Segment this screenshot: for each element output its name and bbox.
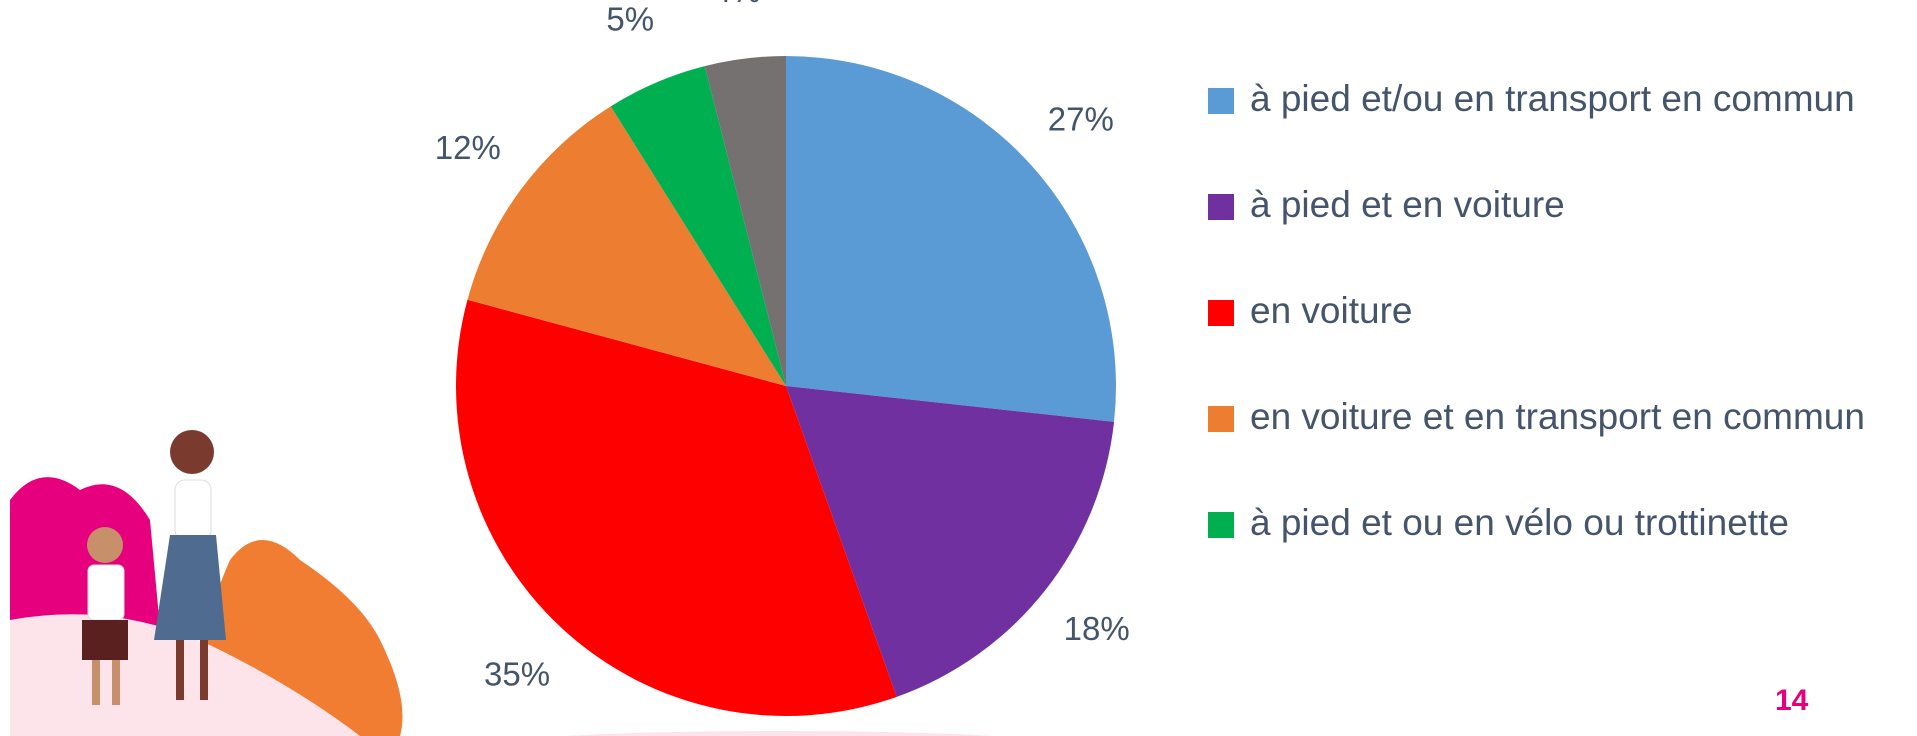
legend-label: en voiture et en transport en commun <box>1250 396 1865 437</box>
legend-swatch <box>1208 88 1234 114</box>
legend-swatch <box>1208 300 1234 326</box>
page: 27% 18% 35% 12% 5% 4% à pied et/ou en transpo… <box>0 0 1917 736</box>
legend-label: à pied et ou en vélo ou trottinette <box>1250 502 1789 543</box>
child-leg <box>92 660 100 705</box>
data-label: 4% <box>713 0 761 9</box>
legend-entry: en voiture <box>1208 288 1888 334</box>
data-label: 35% <box>484 655 550 692</box>
child-shorts <box>82 620 128 660</box>
woman-leg <box>176 640 184 700</box>
data-label: 18% <box>1064 610 1130 647</box>
legend-swatch <box>1208 406 1234 432</box>
child-top <box>88 565 124 620</box>
data-label: 12% <box>435 129 501 166</box>
legend-swatch <box>1208 512 1234 538</box>
legend-entry: à pied et ou en vélo ou trottinette <box>1208 500 1888 546</box>
woman-leg <box>200 640 208 700</box>
legend-label: en voiture <box>1250 290 1413 331</box>
data-label: 27% <box>1048 100 1114 137</box>
legend-entry: en voiture et en transport en commun <box>1208 394 1888 440</box>
floor-shape <box>500 731 1060 736</box>
legend-entry: à pied et en voiture <box>1208 182 1888 228</box>
child-leg <box>112 660 120 705</box>
woman-top <box>175 480 211 540</box>
legend-label: à pied et/ou en transport en commun <box>1250 78 1855 119</box>
legend-label: à pied et en voiture <box>1250 184 1565 225</box>
child-head <box>87 527 123 563</box>
woman-skirt <box>154 535 226 640</box>
woman-head <box>170 430 214 474</box>
data-label: 5% <box>606 1 654 38</box>
legend-entry: à pied et/ou en transport en commun <box>1208 76 1888 122</box>
page-number: 14 <box>1775 684 1808 718</box>
legend-swatch <box>1208 194 1234 220</box>
